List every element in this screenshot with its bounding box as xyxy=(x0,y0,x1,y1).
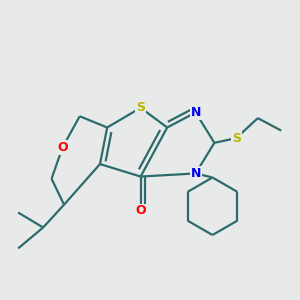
Text: N: N xyxy=(190,167,201,180)
Text: N: N xyxy=(190,106,201,119)
Text: O: O xyxy=(57,141,68,154)
Text: S: S xyxy=(232,132,241,145)
Text: S: S xyxy=(136,101,145,114)
Text: O: O xyxy=(135,204,146,218)
